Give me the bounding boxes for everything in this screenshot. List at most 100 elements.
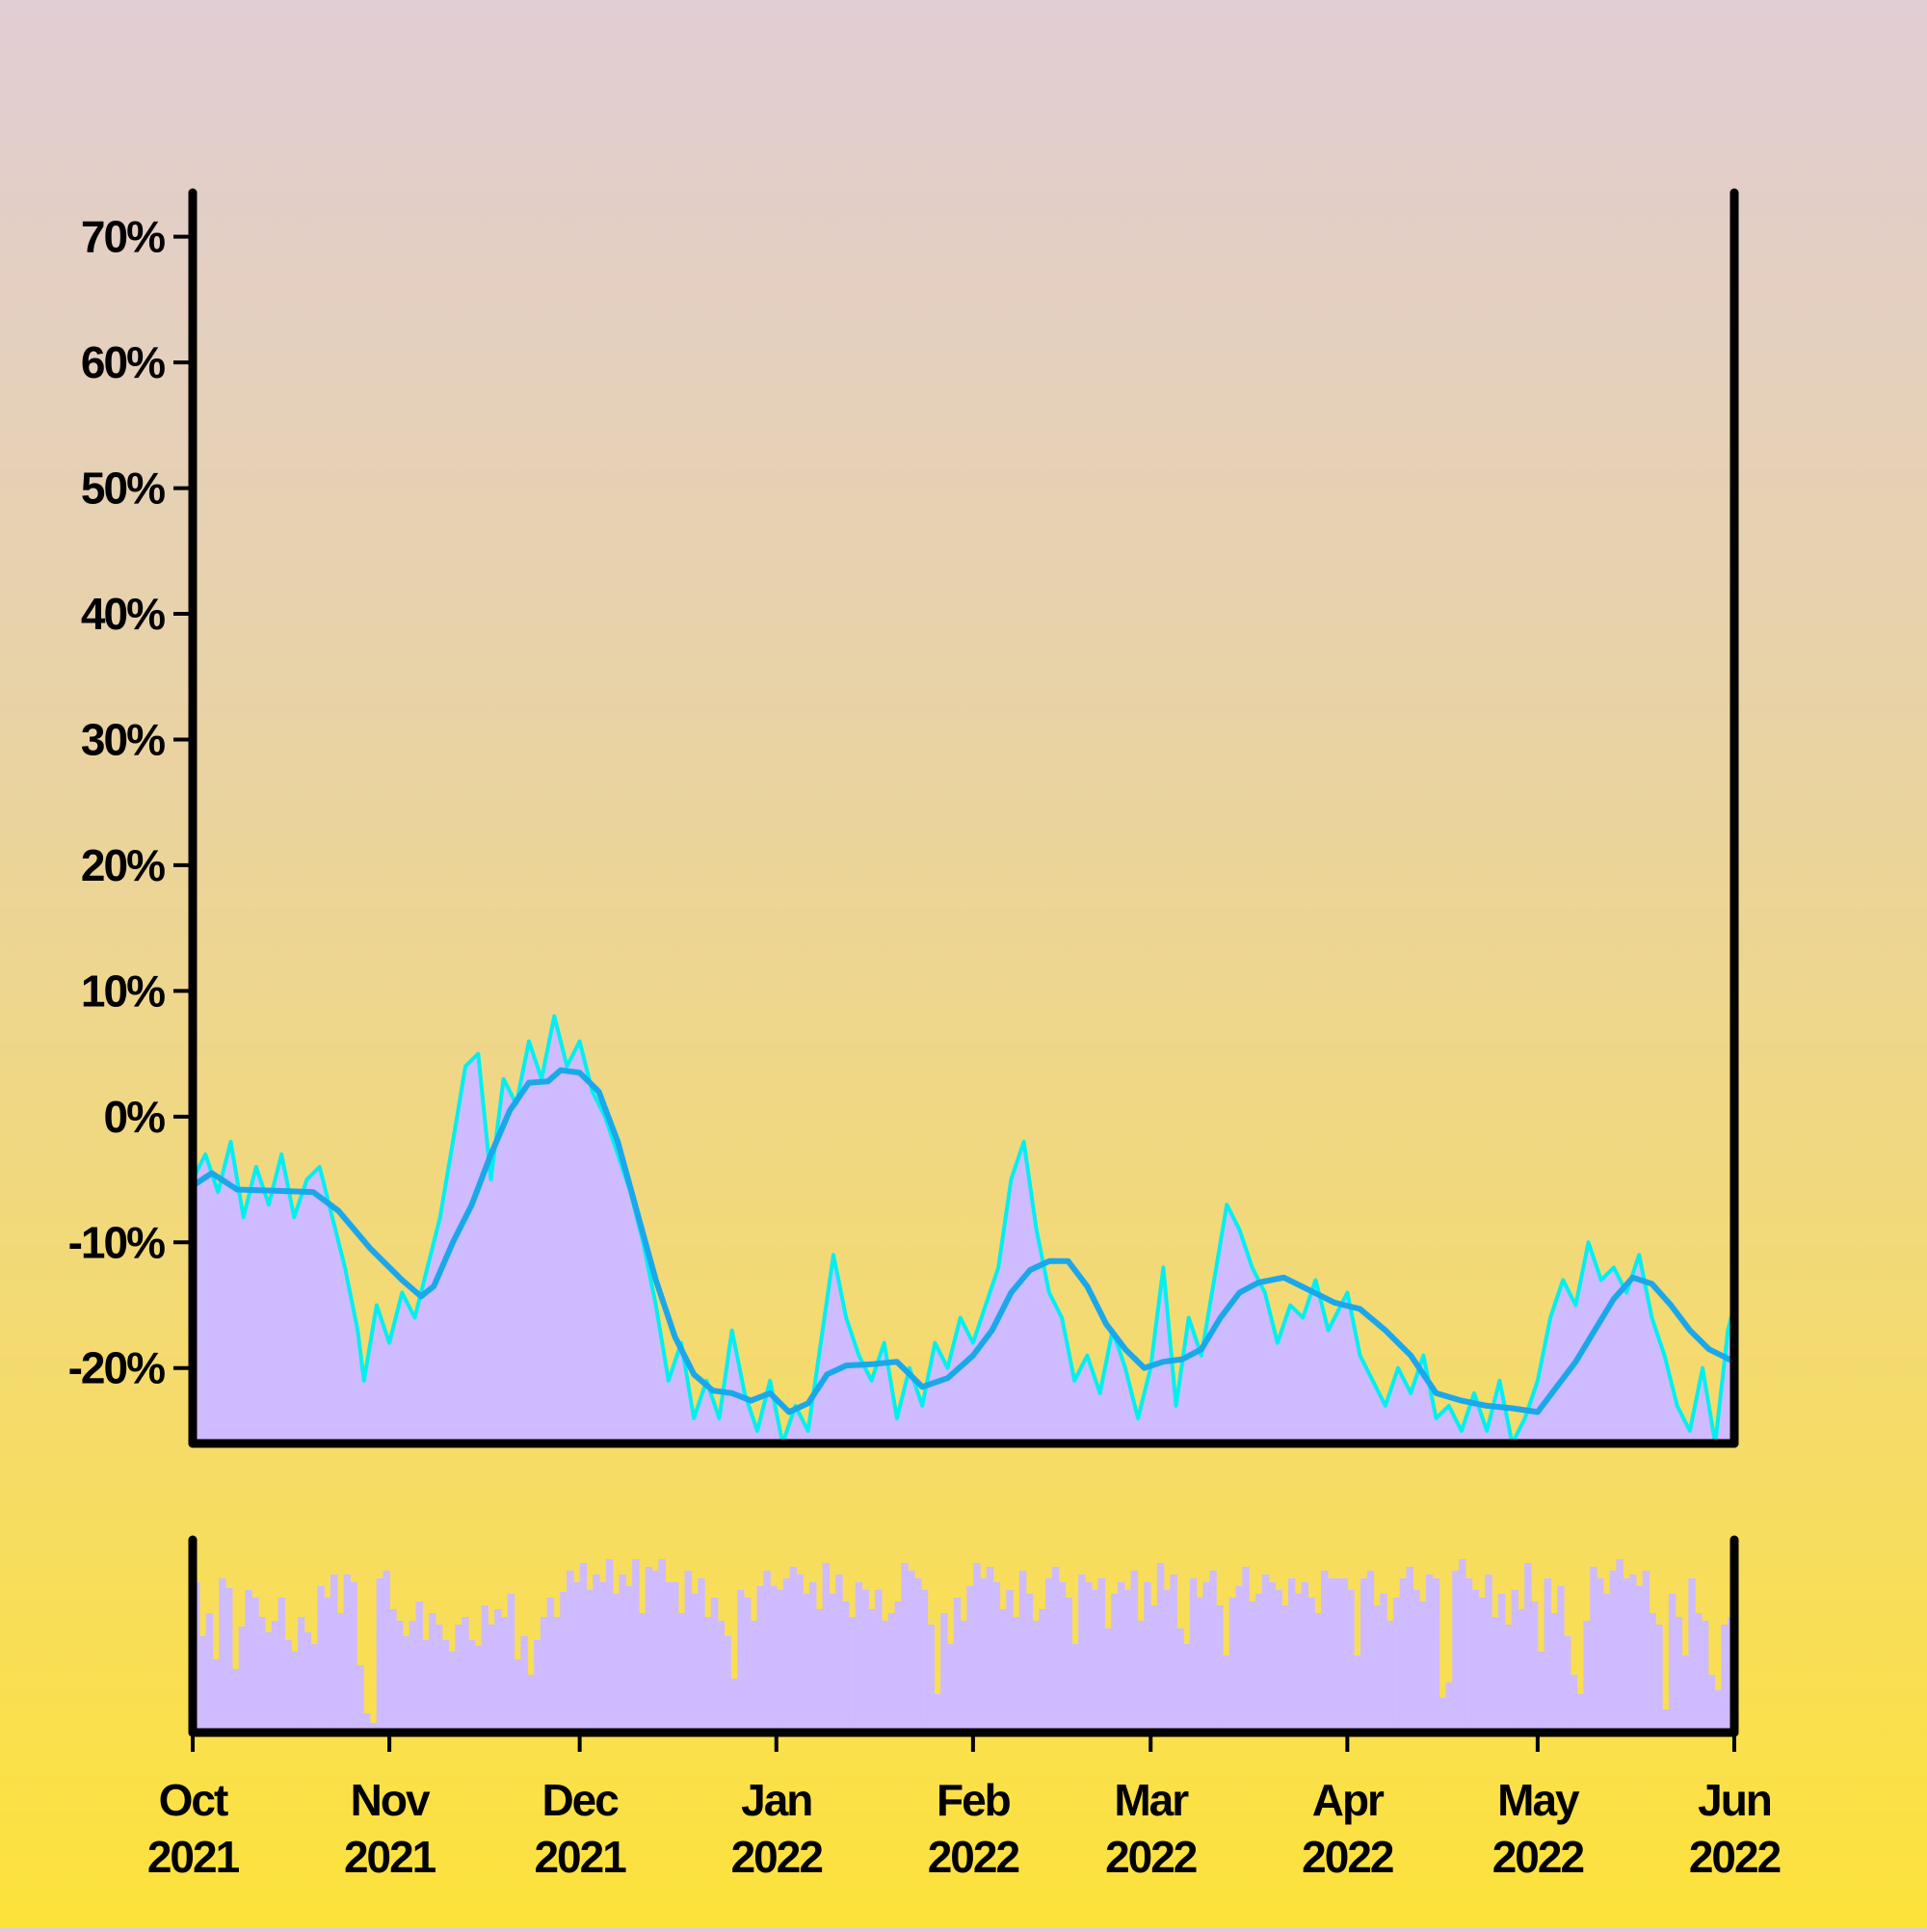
volume-bar (1675, 1617, 1683, 1733)
y-tick-label: 40% (81, 589, 165, 639)
volume-bar (534, 1640, 541, 1733)
volume-bar (225, 1588, 233, 1733)
volume-bar (1511, 1590, 1518, 1733)
volume-bar (658, 1559, 666, 1733)
volume-bar (1597, 1578, 1604, 1733)
volume-bar (1616, 1559, 1623, 1733)
volume-bar (1249, 1601, 1256, 1733)
y-axis-ticks: 70% 60% 50% 40% 30% 20% 10% 0% -10% -20% (68, 212, 193, 1393)
volume-bar (1307, 1598, 1315, 1733)
volume-bar (1301, 1582, 1309, 1733)
volume-bar (1183, 1644, 1191, 1733)
volume-bar (855, 1582, 863, 1733)
volume-bar (1137, 1621, 1145, 1733)
volume-bar (1045, 1578, 1053, 1733)
volume-bar (1084, 1582, 1093, 1733)
x-tick-label-year: 2021 (534, 1832, 626, 1882)
volume-plot (188, 1535, 1739, 1737)
volume-bar (1386, 1621, 1394, 1733)
x-tick-label-month: Jan (741, 1775, 811, 1825)
daily-area-layer (193, 1016, 1734, 1443)
volume-bar (1144, 1582, 1151, 1733)
lines-layer (193, 1014, 1734, 1443)
volume-bar (1254, 1594, 1263, 1733)
y-tick-label: 10% (81, 966, 165, 1016)
volume-bar (514, 1659, 522, 1733)
volume-bar (238, 1627, 247, 1733)
volume-bar (435, 1625, 443, 1733)
x-tick-label-month: Mar (1114, 1775, 1189, 1825)
volume-bar (277, 1598, 285, 1733)
volume-bar (875, 1590, 883, 1733)
volume-bar (698, 1578, 705, 1733)
volume-bar (986, 1567, 994, 1733)
volume-bar (796, 1575, 804, 1733)
y-tick-label: -20% (68, 1343, 165, 1393)
volume-bar (572, 1582, 581, 1733)
volume-bar (743, 1598, 752, 1733)
volume-bar (1354, 1655, 1361, 1733)
volume-bar (1497, 1594, 1506, 1733)
daily-area (193, 1016, 1734, 1443)
volume-bar (1478, 1598, 1486, 1733)
volume-bar (1373, 1605, 1381, 1733)
x-tick-label-month: Oct (159, 1775, 228, 1825)
volume-bar (481, 1605, 488, 1733)
volume-bar (396, 1621, 404, 1733)
volume-bar (567, 1571, 574, 1733)
volume-bar (1359, 1578, 1368, 1733)
volume-bar (1570, 1675, 1578, 1733)
volume-bar (1071, 1644, 1079, 1733)
volume-bar (527, 1675, 535, 1733)
volume-bar (848, 1617, 857, 1733)
x-tick-label-month: May (1497, 1775, 1580, 1825)
volume-bar (1176, 1628, 1184, 1733)
volume-bar (1695, 1613, 1703, 1733)
volume-bar (776, 1590, 784, 1733)
volume-bar (1635, 1586, 1644, 1733)
volume-bar (1321, 1571, 1329, 1733)
volume-bar (1412, 1590, 1420, 1733)
volume-bar (198, 1636, 207, 1733)
volume-bar (599, 1582, 607, 1733)
volume-bar (894, 1601, 902, 1733)
volume-bar (1025, 1594, 1034, 1733)
volume-bar (429, 1613, 436, 1733)
volume-bar (586, 1590, 594, 1733)
volume-bar (651, 1571, 660, 1733)
x-tick-label-year: 2021 (344, 1832, 436, 1882)
volume-bar (750, 1621, 758, 1733)
volume-bar (1006, 1590, 1014, 1733)
volume-bar (625, 1586, 633, 1733)
volume-bar (1662, 1709, 1670, 1733)
x-tick-label-year: 2022 (1689, 1832, 1781, 1882)
x-tick-label-month: Apr (1312, 1775, 1385, 1825)
volume-bar (317, 1586, 325, 1733)
volume-bar (467, 1640, 476, 1733)
volume-bar (488, 1625, 495, 1733)
x-tick-label-year: 2022 (731, 1832, 823, 1882)
x-tick-label-year: 2022 (1105, 1832, 1197, 1882)
volume-bar (927, 1625, 935, 1733)
volume-bar (684, 1571, 693, 1733)
volume-bar (1078, 1575, 1086, 1733)
volume-bar (1156, 1563, 1165, 1733)
volume-bar (887, 1613, 896, 1733)
volume-bar (1649, 1613, 1656, 1733)
volume-bar (546, 1598, 555, 1733)
volume-bar (934, 1694, 941, 1733)
volume-bar (389, 1609, 397, 1733)
volume-bar (1261, 1575, 1270, 1733)
volume-bar (940, 1613, 948, 1733)
volume-bar (1399, 1578, 1408, 1733)
volume-bar (1111, 1594, 1119, 1733)
volume-bar (1485, 1575, 1492, 1733)
volume-bar (462, 1617, 469, 1733)
volume-bar (369, 1723, 378, 1733)
volume-bar (1465, 1578, 1473, 1733)
volume-bar (494, 1609, 502, 1733)
volume-bar (756, 1586, 764, 1733)
volume-bar (691, 1594, 699, 1733)
volume-bar (1340, 1578, 1348, 1733)
